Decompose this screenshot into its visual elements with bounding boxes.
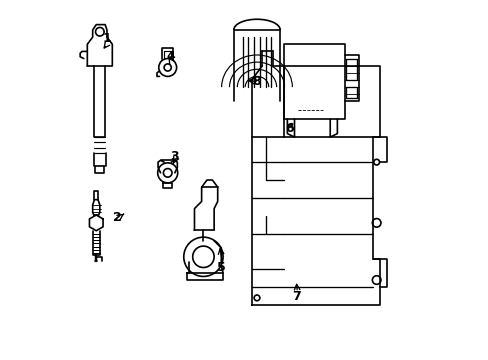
Text: 2: 2: [113, 211, 122, 224]
Text: 7: 7: [291, 289, 300, 303]
Text: 6: 6: [284, 122, 293, 135]
Text: 3: 3: [170, 150, 179, 163]
Text: 1: 1: [102, 32, 111, 45]
Text: 5: 5: [217, 261, 225, 274]
Text: 8: 8: [252, 75, 261, 88]
Text: 4: 4: [166, 50, 175, 63]
